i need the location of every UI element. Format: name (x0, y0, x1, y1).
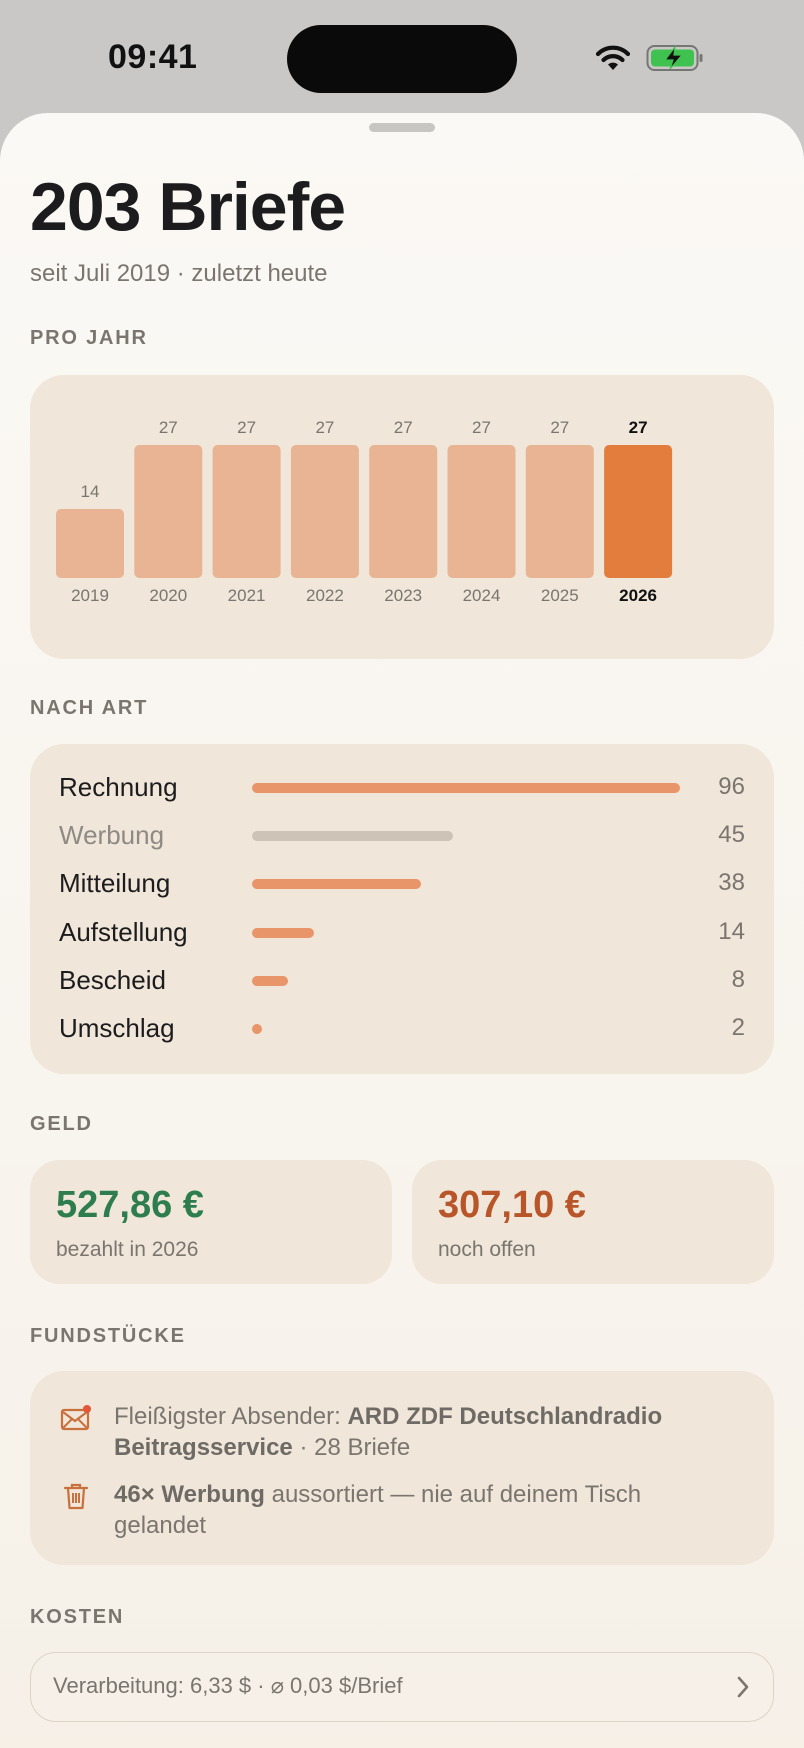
trash-icon (63, 1483, 89, 1510)
costs-text: Verarbeitung: 6,33 $ · ⌀ 0,03 $/Brief (53, 1673, 403, 1698)
status-bar: 09:41 (0, 0, 804, 115)
page-title: 203 Briefe (30, 169, 346, 245)
year-tick-label-2022: 2022 (306, 586, 344, 605)
year-bar-chart: 14 2019 27 2020 27 2021 27 2022 27 2023 27 2024 27 20… (56, 418, 673, 605)
kind-label: Werbung (59, 820, 165, 851)
kind-bar-track (252, 927, 680, 938)
year-bar-2023[interactable] (369, 445, 438, 578)
year-tick-label-2023: 2023 (384, 586, 422, 605)
kind-count: 45 (718, 821, 745, 849)
finds-card: Fleißigster Absender: ARD ZDF Deutschlan… (30, 1371, 774, 1565)
kind-bar-track (252, 783, 680, 793)
year-tick-label-2025: 2025 (541, 586, 579, 605)
year-bar-2024[interactable] (447, 445, 516, 578)
kind-label: Umschlag (59, 1013, 175, 1043)
money-paid-card[interactable]: 527,86 € bezahlt in 2026 (30, 1160, 392, 1284)
year-bar-2021[interactable] (212, 445, 281, 578)
find-sender-text: Fleißigster Absender: ARD ZDF Deutschlan… (114, 1401, 734, 1463)
kind-card: Rechnung 96 Werbung 45 Mitteilung 38 Aufstellu… (30, 744, 774, 1074)
kind-label: Aufstellung (59, 916, 188, 947)
year-tick-label-2021: 2021 (228, 586, 266, 605)
year-value-label-2025: 27 (550, 418, 569, 437)
year-tick-label-2024: 2024 (463, 586, 501, 605)
section-label-by-kind: NACH ART (30, 697, 149, 719)
kind-count: 38 (718, 869, 745, 897)
kind-label: Rechnung (59, 772, 178, 802)
year-value-label-2022: 27 (315, 418, 334, 437)
chevron-right-icon (737, 1676, 749, 1698)
kind-bar (252, 1024, 262, 1034)
section-label-finds: FUNDSTÜCKE (30, 1325, 186, 1347)
kind-row[interactable]: Aufstellung 14 (30, 911, 774, 951)
wifi-icon (595, 45, 631, 70)
kind-bar-track (252, 1024, 680, 1034)
money-open-amount: 307,10 € (438, 1184, 586, 1226)
stats-sheet: 203 Briefe seit Juli 2019 · zuletzt heut… (0, 113, 804, 1748)
kind-count: 96 (718, 773, 745, 800)
envelope-icon (60, 1405, 91, 1431)
battery-charging-icon (646, 44, 703, 71)
kind-label: Bescheid (59, 964, 166, 995)
kind-bar-track (252, 975, 680, 986)
money-paid-caption: bezahlt in 2026 (56, 1238, 199, 1261)
money-open-caption: noch offen (438, 1238, 536, 1261)
year-bar-2020[interactable] (134, 445, 203, 578)
dynamic-island (287, 25, 517, 93)
find-ads-text: 46× Werbung aussortiert — nie auf deinem… (114, 1479, 734, 1541)
year-tick-label-2026: 2026 (619, 586, 657, 605)
costs-row-button[interactable]: Verarbeitung: 6,33 $ · ⌀ 0,03 $/Brief (30, 1652, 774, 1722)
kind-row[interactable]: Bescheid 8 (30, 959, 774, 999)
find-ads-rest: aussortiert — nie auf deinem Tisch gelan… (114, 1481, 642, 1539)
year-value-label-2023: 27 (394, 418, 413, 437)
year-bar-2019[interactable] (56, 509, 124, 578)
page-subtitle: seit Juli 2019 · zuletzt heute (30, 260, 328, 287)
find-ads-bold: 46× Werbung (114, 1481, 265, 1508)
kind-count: 8 (731, 965, 745, 993)
kind-count: 14 (718, 917, 745, 945)
year-tick-label-2020: 2020 (149, 586, 187, 605)
kind-bar-track (252, 831, 680, 842)
year-value-label-2020: 27 (159, 418, 178, 437)
sheet-grabber[interactable] (369, 123, 435, 132)
kind-row[interactable]: Werbung 45 (30, 814, 774, 854)
kind-label: Mitteilung (59, 868, 171, 899)
find-sender-prefix: Fleißigster Absender: (114, 1403, 348, 1430)
year-bar-2025[interactable] (525, 445, 594, 578)
kind-bar (252, 975, 288, 986)
year-value-label-2021: 27 (237, 418, 256, 437)
find-sender-name: ARD ZDF Deutschlandradio Beitragsservice (114, 1403, 663, 1461)
kind-bar-track (252, 879, 680, 890)
year-bar-2022[interactable] (290, 445, 359, 578)
year-tick-label-2019: 2019 (71, 586, 109, 605)
kind-bar (252, 879, 422, 890)
year-value-label-2019: 14 (81, 482, 100, 501)
section-label-costs: KOSTEN (30, 1606, 125, 1628)
kind-bar (252, 831, 453, 842)
kind-bar (252, 927, 315, 938)
year-chart-card: 14 2019 27 2020 27 2021 27 2022 27 2023 27 2024 27 20… (30, 375, 774, 659)
section-label-per-year: PRO JAHR (30, 327, 148, 349)
kind-count: 2 (731, 1014, 745, 1041)
find-sender-suffix: · 28 Briefe (292, 1434, 411, 1461)
kind-row[interactable]: Mitteilung 38 (30, 862, 774, 902)
year-value-label-2026: 27 (629, 418, 648, 437)
status-time: 09:41 (108, 38, 198, 76)
money-open-card[interactable]: 307,10 € noch offen (412, 1160, 774, 1284)
year-value-label-2024: 27 (472, 418, 491, 437)
kind-row[interactable]: Umschlag 2 (30, 1007, 774, 1047)
kind-bar (252, 783, 680, 793)
money-paid-amount: 527,86 € (56, 1184, 204, 1226)
section-label-money: GELD (30, 1113, 93, 1135)
kind-row[interactable]: Rechnung 96 (30, 766, 774, 806)
year-bar-2026[interactable] (604, 445, 673, 578)
